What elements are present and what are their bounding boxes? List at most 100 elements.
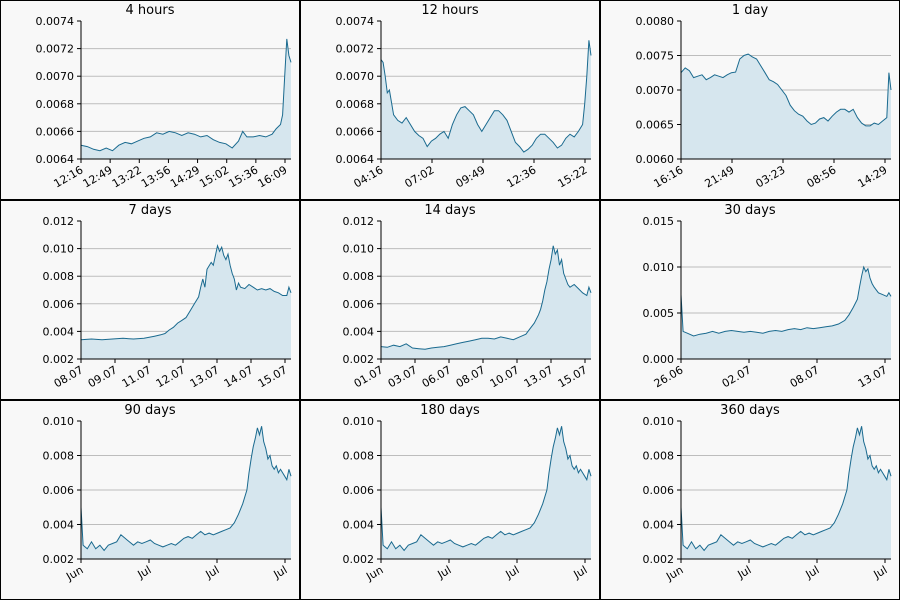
chart-panel-180-days: 180 days 0.002 0.004 0.006 0.008 0.010 Jun Jul…: [300, 400, 600, 600]
series-area: [381, 426, 591, 559]
x-tick-label: 03.07: [386, 363, 420, 390]
chart-title: 1 day: [731, 3, 769, 18]
x-tick-label: Jul: [203, 563, 222, 581]
x-tick-label: 14:29: [856, 163, 890, 190]
x-tick-label: 08.07: [52, 363, 86, 390]
x-tick-label: 01.07: [352, 363, 386, 390]
series-line: [80, 38, 292, 152]
y-tick-label: 0.012: [43, 215, 75, 228]
x-tick-label: 14:29: [168, 163, 202, 190]
chart-plot: 0.000 0.005 0.010 0.015 26.06 02.07 08.07 13.07: [643, 215, 892, 390]
chart-panel-30-days: 30 days 0.000 0.005 0.010 0.015 26.06 02.07 08…: [600, 200, 900, 400]
x-tick-label: 15:02: [197, 163, 231, 190]
chart-title: 90 days: [124, 403, 176, 418]
y-tick-label: 0.006: [343, 298, 375, 311]
x-tick-label: 08:56: [805, 163, 839, 190]
series-area: [681, 54, 891, 159]
x-tick-label: 15:36: [226, 163, 260, 190]
x-tick-label: 06.07: [420, 363, 454, 390]
chart-title: 30 days: [724, 203, 776, 218]
chart-panel-360-days: 360 days 0.002 0.004 0.006 0.008 0.010 Jun Jul…: [600, 400, 900, 600]
y-tick-label: 0.008: [343, 270, 375, 283]
y-tick-label: 0.006: [43, 484, 75, 497]
y-tick-label: 0.006: [643, 484, 675, 497]
y-tick-label: 0.002: [43, 553, 75, 566]
y-tick-label: 0.0065: [636, 119, 675, 132]
x-tick-label: 12:36: [505, 163, 539, 190]
x-tick-label: 08.07: [788, 363, 822, 390]
series-area: [81, 38, 291, 159]
y-tick-label: 0.006: [343, 484, 375, 497]
x-tick-label: 13:56: [139, 163, 173, 190]
chart-plot: 0.002 0.004 0.006 0.008 0.010 Jun Jul Jul Jul: [343, 415, 592, 584]
series-line: [680, 426, 892, 552]
chart-panel-12-hours: 12 hours 0.0064 0.0066 0.0068 0.0070 0.0072 0…: [300, 0, 600, 200]
y-tick-label: 0.004: [43, 325, 75, 338]
chart-plot: 0.002 0.004 0.006 0.008 0.010 0.012 01.07 03.07…: [343, 215, 592, 390]
chart-plot: 0.0060 0.0065 0.0070 0.0075 0.0080 16:16 21:49…: [636, 15, 892, 190]
x-tick-label: 13.07: [522, 363, 556, 390]
x-tick-label: 15.07: [556, 363, 590, 390]
y-tick-label: 0.010: [43, 415, 75, 428]
x-tick-label: 12.07: [154, 363, 188, 390]
y-tick-label: 0.008: [343, 450, 375, 463]
chart-panel-14-days: 14 days 0.002 0.004 0.006 0.008 0.010 0.012 01…: [300, 200, 600, 400]
series-line: [380, 40, 592, 153]
x-tick-label: Jul: [435, 563, 454, 581]
y-tick-label: 0.008: [43, 450, 75, 463]
y-tick-label: 0.0074: [36, 15, 75, 28]
y-tick-label: 0.0074: [336, 15, 375, 28]
y-tick-label: 0.0070: [636, 84, 675, 97]
y-tick-label: 0.002: [343, 353, 375, 366]
y-tick-label: 0.004: [343, 519, 375, 532]
x-tick-label: Jul: [735, 563, 754, 581]
x-tick-label: 09.07: [86, 363, 120, 390]
y-tick-label: 0.0060: [636, 153, 675, 166]
x-tick-label: 26.06: [652, 363, 686, 390]
y-tick-label: 0.015: [643, 215, 675, 228]
x-tick-label: 11.07: [120, 363, 154, 390]
x-tick-label: 04:16: [352, 163, 386, 190]
series-area: [81, 426, 291, 559]
y-tick-label: 0.012: [343, 215, 375, 228]
series-area: [681, 267, 891, 359]
chart-title: 360 days: [720, 403, 780, 418]
x-tick-label: Jul: [571, 563, 590, 581]
series-line: [680, 53, 892, 127]
series-line: [380, 245, 592, 350]
y-tick-label: 0.0075: [636, 50, 675, 63]
x-tick-label: Jun: [363, 563, 385, 583]
y-tick-label: 0.008: [643, 450, 675, 463]
y-tick-label: 0.004: [43, 519, 75, 532]
y-tick-label: 0.004: [643, 519, 675, 532]
y-tick-label: 0.002: [343, 553, 375, 566]
x-tick-label: 16:09: [256, 163, 290, 190]
series-line: [80, 244, 292, 341]
x-tick-label: 13:22: [110, 163, 144, 190]
y-tick-label: 0.004: [343, 325, 375, 338]
chart-plot: 0.002 0.004 0.006 0.008 0.010 Jun Jul Jul Jul: [643, 415, 892, 584]
y-tick-label: 0.010: [343, 243, 375, 256]
x-tick-label: 21:49: [703, 163, 737, 190]
series-line: [80, 426, 292, 552]
series-area: [681, 426, 891, 559]
y-tick-label: 0.0068: [36, 98, 75, 111]
chart-title: 7 days: [128, 203, 172, 218]
chart-panel-90-days: 90 days 0.002 0.004 0.006 0.008 0.010 Jun Jul J…: [0, 400, 300, 600]
x-tick-label: 13.07: [188, 363, 222, 390]
x-tick-label: 03:23: [754, 163, 788, 190]
y-tick-label: 0.010: [643, 261, 675, 274]
chart-plot: 0.002 0.004 0.006 0.008 0.010 Jun Jul Jul Jul: [43, 415, 292, 584]
y-tick-label: 0.002: [43, 353, 75, 366]
chart-title: 4 hours: [125, 3, 175, 18]
chart-title: 180 days: [420, 403, 480, 418]
x-tick-label: 12:16: [52, 163, 86, 190]
chart-title: 12 hours: [421, 3, 479, 18]
x-tick-label: 13.07: [856, 363, 890, 390]
y-tick-label: 0.0066: [336, 125, 375, 138]
x-tick-label: Jul: [271, 563, 290, 581]
y-tick-label: 0.0072: [36, 43, 75, 56]
y-tick-label: 0.0070: [336, 70, 375, 83]
y-tick-label: 0.010: [643, 415, 675, 428]
y-tick-label: 0.006: [43, 298, 75, 311]
